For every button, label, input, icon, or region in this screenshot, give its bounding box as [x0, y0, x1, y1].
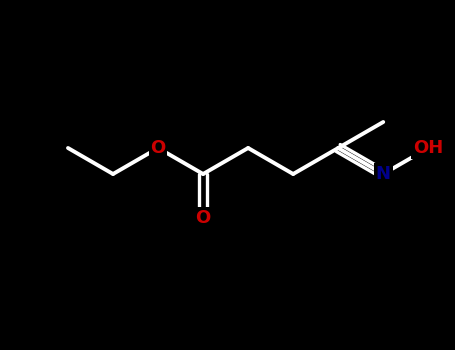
Text: O: O: [196, 209, 211, 227]
Text: OH: OH: [413, 139, 443, 157]
Text: N: N: [376, 165, 391, 183]
Text: O: O: [151, 139, 166, 157]
